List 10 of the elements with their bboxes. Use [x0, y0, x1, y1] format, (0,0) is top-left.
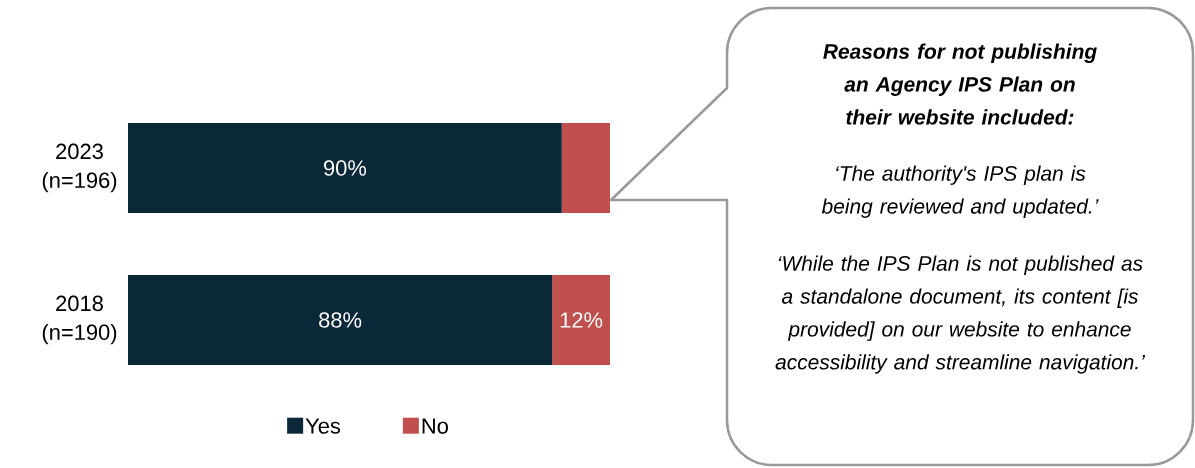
legend-label: No — [422, 418, 448, 434]
text: ‘The authority's IPS plan is being reviewed and updated.’ — [821, 165, 1099, 218]
legend-label: Yes — [305, 418, 341, 434]
data-label: 88% — [319, 312, 362, 328]
data-label: 12% — [560, 312, 603, 328]
text: Reasons for not publishing an Agency IPS Plan on their website included: — [823, 43, 1097, 125]
y-tick-label: 2023 (n=196) — [42, 143, 117, 193]
data-label: 90% — [324, 160, 367, 176]
y-tick-label: 2018 (n=190) — [42, 295, 117, 345]
text: ‘While the IPS Plan is not published as a standalone document, its content [is provided] on our website to enhance accessibility and streamline navigation.’ — [775, 255, 1146, 374]
